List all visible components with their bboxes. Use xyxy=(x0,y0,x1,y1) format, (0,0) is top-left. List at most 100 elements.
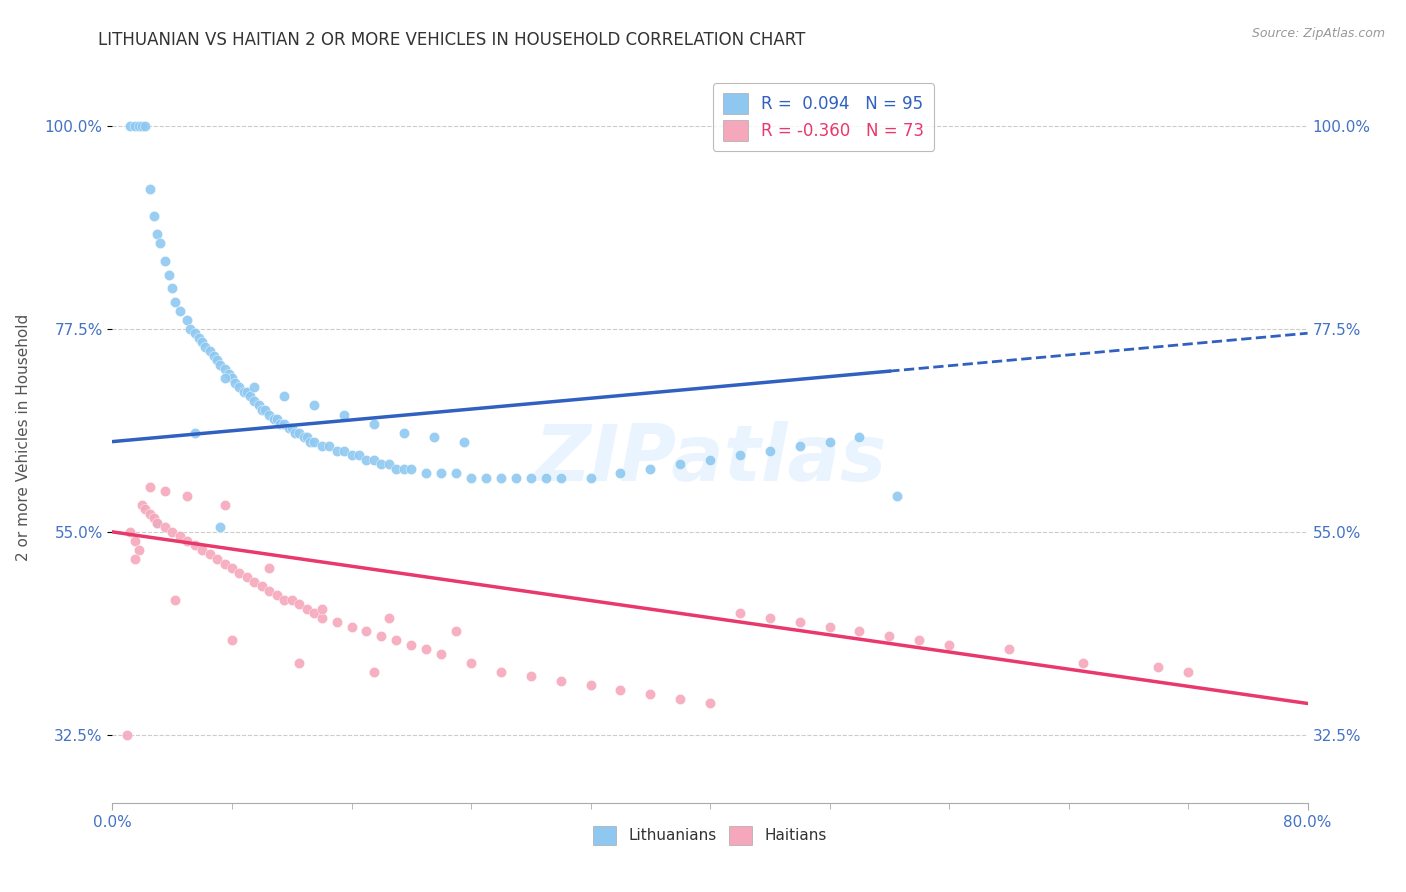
Point xyxy=(273,417,295,431)
Point xyxy=(209,358,232,372)
Point xyxy=(430,466,453,480)
Point xyxy=(302,606,325,620)
Point xyxy=(243,380,266,394)
Point xyxy=(363,417,385,431)
Point xyxy=(520,669,543,683)
Text: LITHUANIAN VS HAITIAN 2 OR MORE VEHICLES IN HOUSEHOLD CORRELATION CHART: LITHUANIAN VS HAITIAN 2 OR MORE VEHICLES… xyxy=(98,31,806,49)
Point xyxy=(188,331,211,345)
Point xyxy=(243,394,266,409)
Point xyxy=(169,303,191,318)
Point xyxy=(401,638,423,652)
Point xyxy=(699,697,721,711)
Point xyxy=(253,403,276,417)
Point xyxy=(378,610,401,624)
Point xyxy=(236,570,259,584)
Point xyxy=(333,408,356,422)
Y-axis label: 2 or more Vehicles in Household: 2 or more Vehicles in Household xyxy=(15,313,31,561)
Point xyxy=(120,119,142,133)
Point xyxy=(848,624,870,639)
Point xyxy=(239,389,262,403)
Point xyxy=(191,543,214,558)
Point xyxy=(640,688,662,702)
Point xyxy=(233,384,256,399)
Point xyxy=(281,592,304,607)
Point xyxy=(263,412,285,426)
Point xyxy=(728,606,751,620)
Point xyxy=(302,434,325,449)
Point xyxy=(198,548,221,562)
Point xyxy=(169,529,191,543)
Point xyxy=(311,610,333,624)
Point xyxy=(162,281,183,295)
Point xyxy=(221,561,243,575)
Point xyxy=(378,457,401,471)
Point xyxy=(218,367,240,381)
Point xyxy=(789,615,811,630)
Point xyxy=(356,624,378,639)
Point xyxy=(325,615,347,630)
Point xyxy=(259,561,281,575)
Point xyxy=(183,326,205,341)
Point xyxy=(579,678,602,692)
Point xyxy=(818,434,841,449)
Point xyxy=(422,430,444,444)
Point xyxy=(475,471,498,485)
Point xyxy=(288,597,311,611)
Point xyxy=(153,484,176,499)
Point xyxy=(460,471,482,485)
Point xyxy=(444,466,467,480)
Point xyxy=(505,471,527,485)
Point xyxy=(143,511,166,525)
Point xyxy=(205,353,228,368)
Point xyxy=(415,642,437,657)
Point xyxy=(277,421,299,435)
Point xyxy=(247,399,270,413)
Point xyxy=(363,452,385,467)
Point xyxy=(370,629,392,643)
Point xyxy=(176,533,198,548)
Point xyxy=(1073,656,1095,670)
Point xyxy=(228,380,250,394)
Point xyxy=(848,430,870,444)
Point xyxy=(669,457,692,471)
Point xyxy=(998,642,1021,657)
Point xyxy=(273,389,295,403)
Point xyxy=(243,574,266,589)
Point xyxy=(370,457,392,471)
Point xyxy=(194,340,217,354)
Point xyxy=(392,461,415,475)
Point xyxy=(302,399,325,413)
Point xyxy=(176,312,198,326)
Point xyxy=(149,235,172,250)
Point xyxy=(128,543,150,558)
Point xyxy=(214,362,236,376)
Point xyxy=(333,443,356,458)
Point xyxy=(818,620,841,634)
Point xyxy=(157,268,180,282)
Point xyxy=(221,371,243,385)
Point xyxy=(269,417,291,431)
Point xyxy=(759,443,782,458)
Point xyxy=(325,443,347,458)
Point xyxy=(392,425,415,440)
Text: Source: ZipAtlas.com: Source: ZipAtlas.com xyxy=(1251,27,1385,40)
Point xyxy=(273,592,295,607)
Point xyxy=(489,471,512,485)
Point xyxy=(430,647,453,661)
Point xyxy=(250,403,273,417)
Point xyxy=(209,520,232,534)
Point xyxy=(1177,665,1199,679)
Point xyxy=(401,461,423,475)
Point xyxy=(214,371,236,385)
Point xyxy=(534,471,557,485)
Legend: Lithuanians, Haitians: Lithuanians, Haitians xyxy=(585,817,835,854)
Point xyxy=(183,425,205,440)
Point xyxy=(520,471,543,485)
Point xyxy=(266,412,288,426)
Point xyxy=(179,322,201,336)
Point xyxy=(669,692,692,706)
Point xyxy=(292,430,315,444)
Point xyxy=(415,466,437,480)
Point xyxy=(789,439,811,453)
Point xyxy=(214,557,236,571)
